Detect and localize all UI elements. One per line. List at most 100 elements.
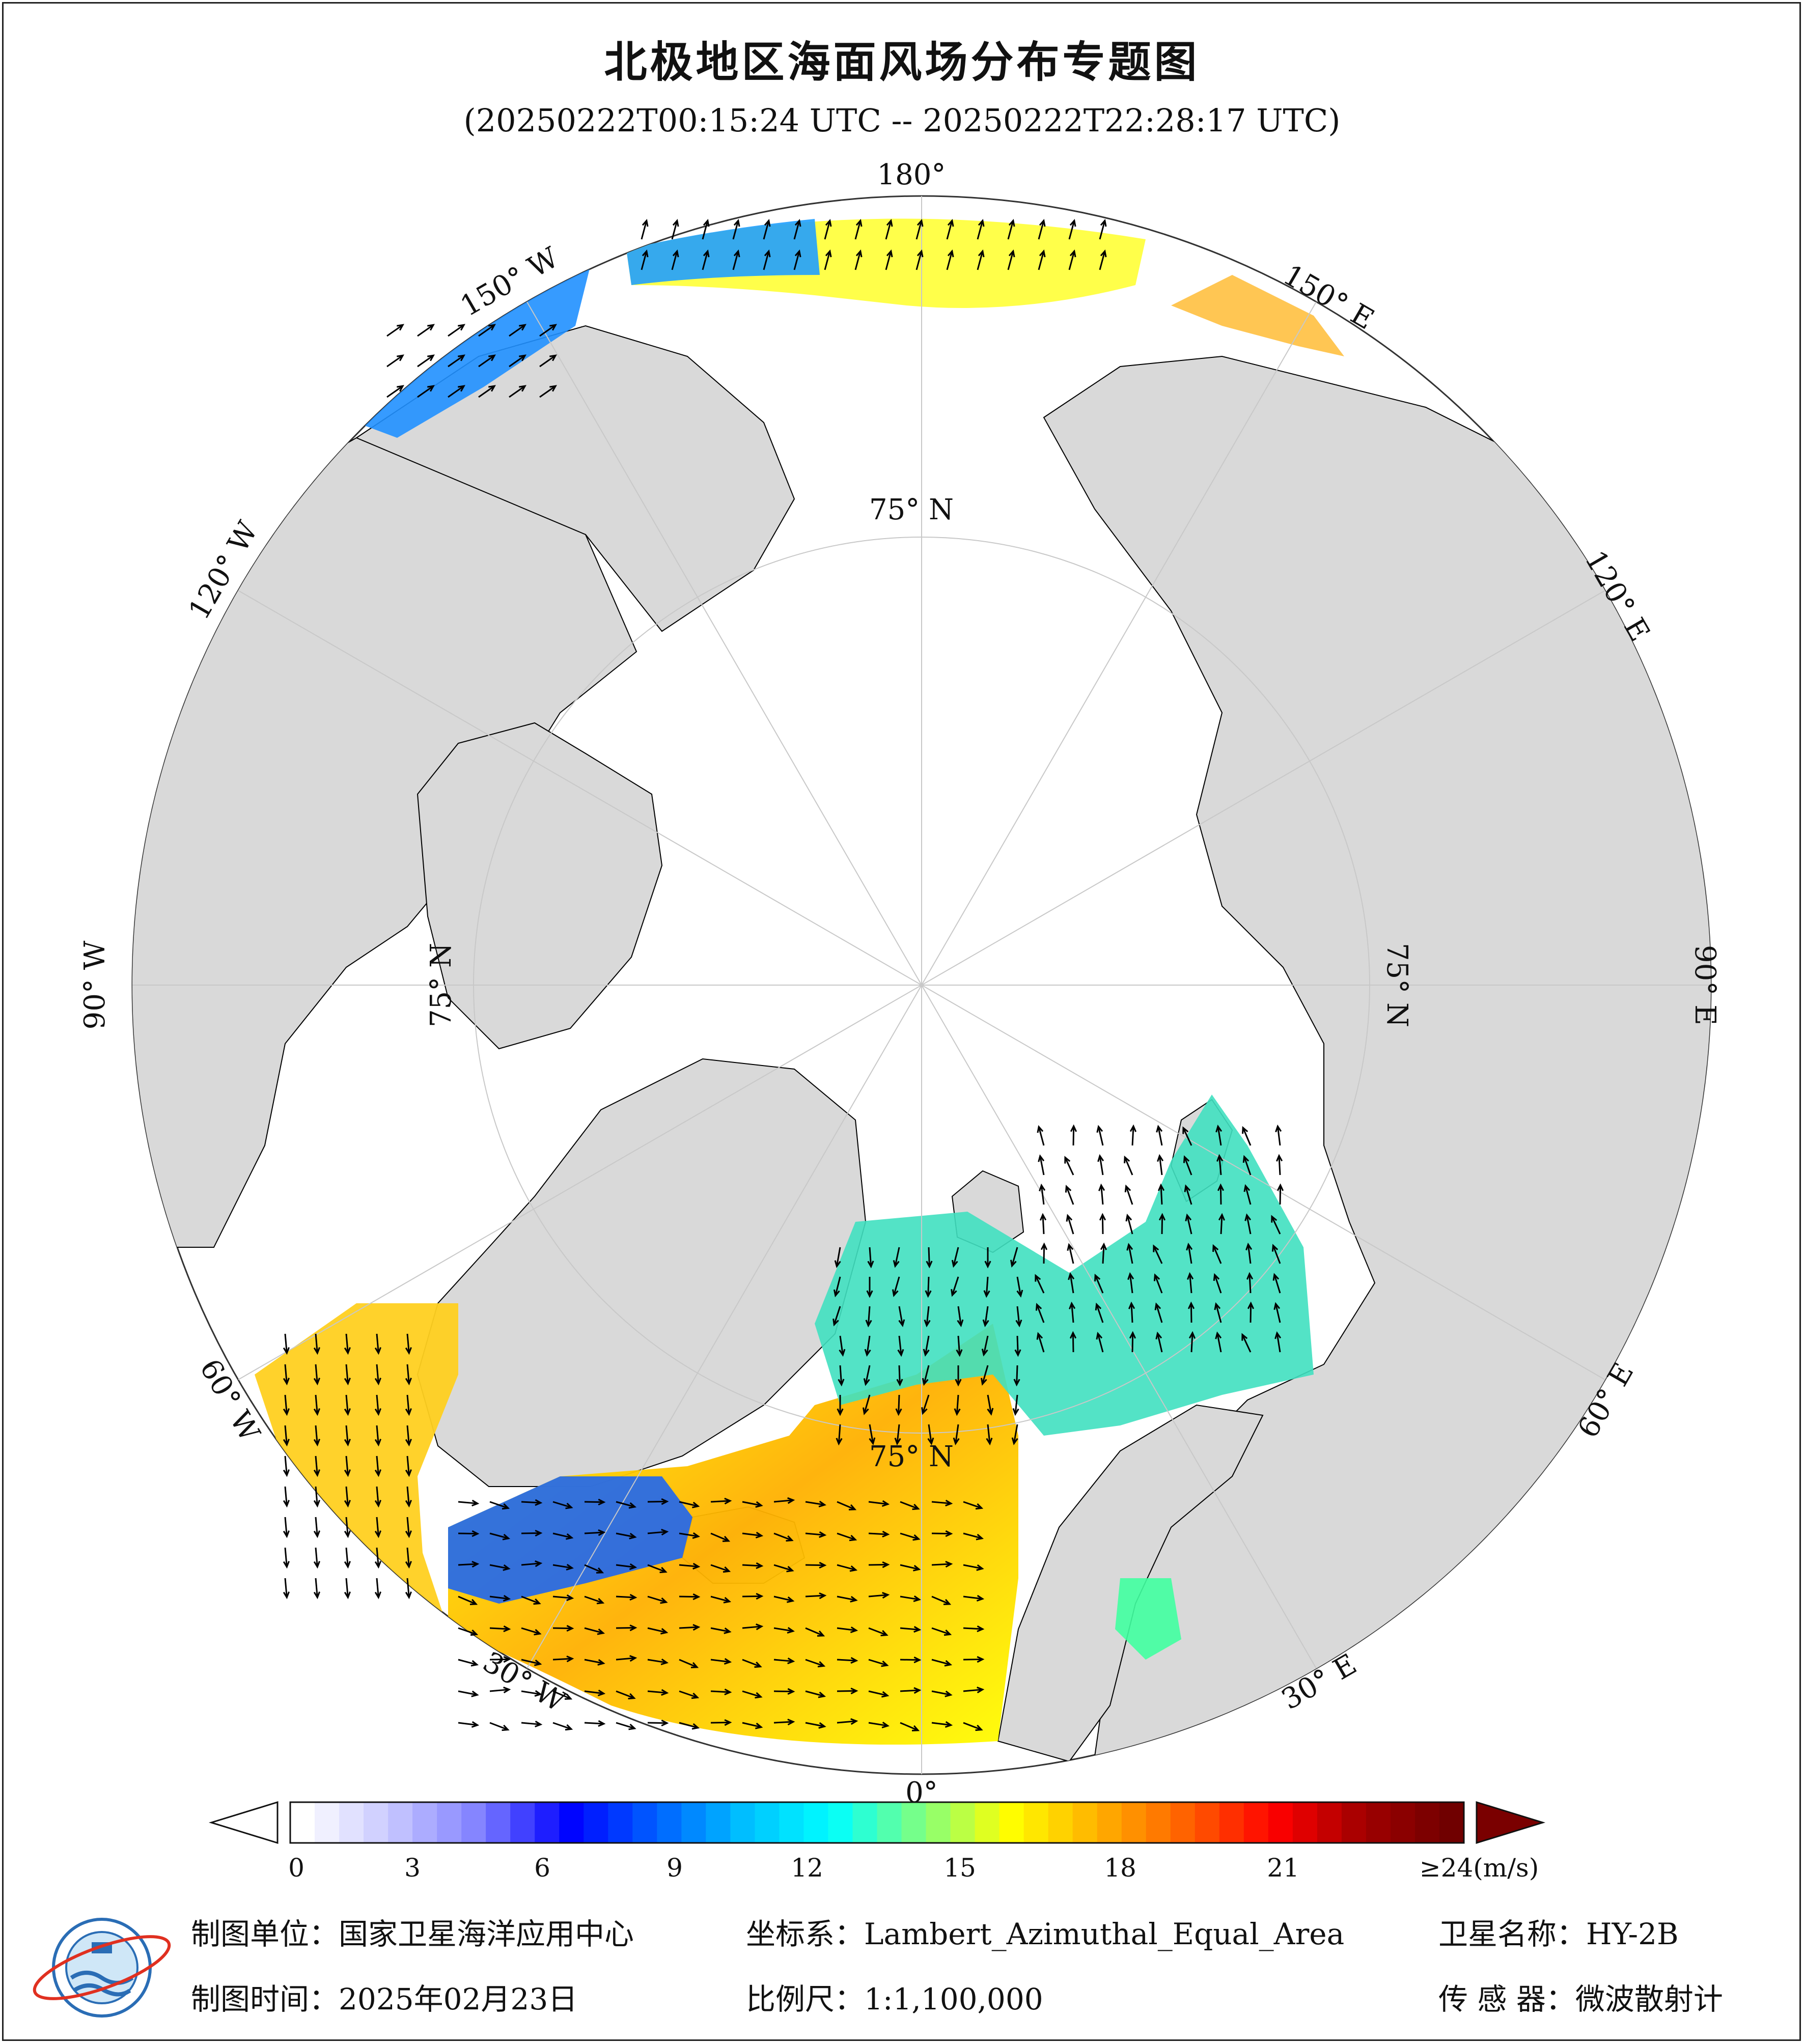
wind-arrow [1125,1213,1133,1235]
wind-arrow [1069,1331,1077,1353]
footer-sensor: 传 感 器：微波散射计 [1438,1975,1723,2018]
wind-arrow [616,1655,637,1662]
wind-arrow [405,1333,412,1355]
wind-arrow [1246,1272,1254,1294]
wind-arrow [489,1501,510,1510]
colorbar-cell [1390,1802,1416,1843]
wind-arrow [710,1719,732,1726]
wind-arrow [963,1564,984,1571]
wind-arrow [1038,1154,1045,1175]
wind-arrow [977,249,985,270]
wind-arrow [641,218,649,240]
wind-arrow [1185,1213,1192,1235]
colorbar-cell [730,1802,756,1843]
wind-arrow [1275,1154,1283,1175]
wind-arrow [313,1455,320,1477]
wind-arrow [927,1424,934,1446]
wind-arrow [1154,1302,1163,1323]
wind-arrow [897,1335,904,1357]
wind-arrow [679,1659,699,1668]
wind-arrow [773,1497,795,1504]
wind-arrow [313,1517,320,1538]
wind-arrow [892,1276,900,1297]
wind-arrow [946,218,954,240]
wind-arrow [1245,1242,1253,1264]
graticule [132,196,1711,1774]
wind-arrow [641,249,649,270]
wind-arrow [679,1501,700,1508]
colorbar-cell [803,1802,829,1843]
wind-arrow [552,1722,573,1731]
wind-arrow [805,1722,826,1729]
wind-arrow [1038,218,1046,240]
wind-arrow [489,1722,510,1731]
wind-arrow [854,218,863,240]
wind-arrow [1065,1185,1074,1205]
colorbar-cell [877,1802,902,1843]
wind-arrow [283,1394,290,1416]
wind-arrow [283,1517,290,1538]
wind-arrow [900,1656,922,1664]
colorbar-under-triangle [208,1801,279,1844]
lat-label-75n-top: 75° N [869,493,954,526]
wind-arrow [867,1247,874,1269]
wind-arrow [283,1425,290,1447]
wind-arrow [963,1722,983,1731]
wind-arrow [509,324,526,337]
colorbar-cell [755,1802,780,1843]
colorbar-cell [535,1802,560,1843]
wind-arrow [854,249,863,270]
colorbar-cell [1097,1802,1122,1843]
wind-arrow [742,1659,762,1668]
wind-arrow [1218,1213,1226,1235]
wind-arrow [584,1498,606,1506]
wind-arrow [344,1455,351,1477]
wind-arrow [344,1486,351,1508]
map-title: 北极地区海面风场分布专题图 [604,37,1200,87]
wind-arrow [448,354,465,368]
nsoas-logo [33,1918,171,2018]
wind-arrow [1157,1183,1165,1205]
wind-arrow [1129,1124,1137,1146]
colorbar-tick: 0 [288,1853,304,1883]
wind-arrow [489,1656,511,1663]
wind-arrow [679,1623,701,1631]
lon-label-90e: 90° E [1688,945,1722,1025]
wind-arrow [805,1500,826,1507]
wind-arrow [773,1718,795,1726]
wind-arrow [773,1532,794,1542]
wind-arrow [1129,1331,1136,1353]
wind-arrow [1124,1155,1133,1175]
wind-arrow [1126,1243,1133,1264]
wind-arrow [584,1627,605,1635]
wind-arrow [805,1531,827,1538]
wind-arrow [1182,1126,1192,1146]
wind-arrow [954,1394,961,1416]
wind-arrow [1035,1274,1045,1294]
wind-arrow [837,1718,858,1725]
wind-arrow [868,1530,890,1538]
wind-arrow [931,1627,952,1636]
wind-arrow [374,1425,381,1447]
wind-arrow [805,1659,826,1668]
colorbar-cell [1170,1802,1196,1843]
wind-arrow [1038,249,1046,270]
wind-arrow [405,1578,412,1600]
wind-arrow [616,1501,637,1509]
wind-arrow [552,1625,574,1632]
wind-arrow [1275,1124,1282,1146]
wind-arrow [458,1690,479,1697]
wind-arrow [374,1486,381,1508]
colorbar-cell [950,1802,976,1843]
wind-arrow [616,1593,637,1601]
wind-arrow [963,1625,985,1633]
wind-arrow [405,1486,412,1508]
wind-arrow [1011,1424,1018,1445]
wind-arrow [584,1689,606,1696]
wind-arrow [1242,1155,1252,1175]
wind-arrow [458,1595,478,1605]
wind-arrow [405,1425,412,1447]
wind-arrow [805,1592,827,1600]
